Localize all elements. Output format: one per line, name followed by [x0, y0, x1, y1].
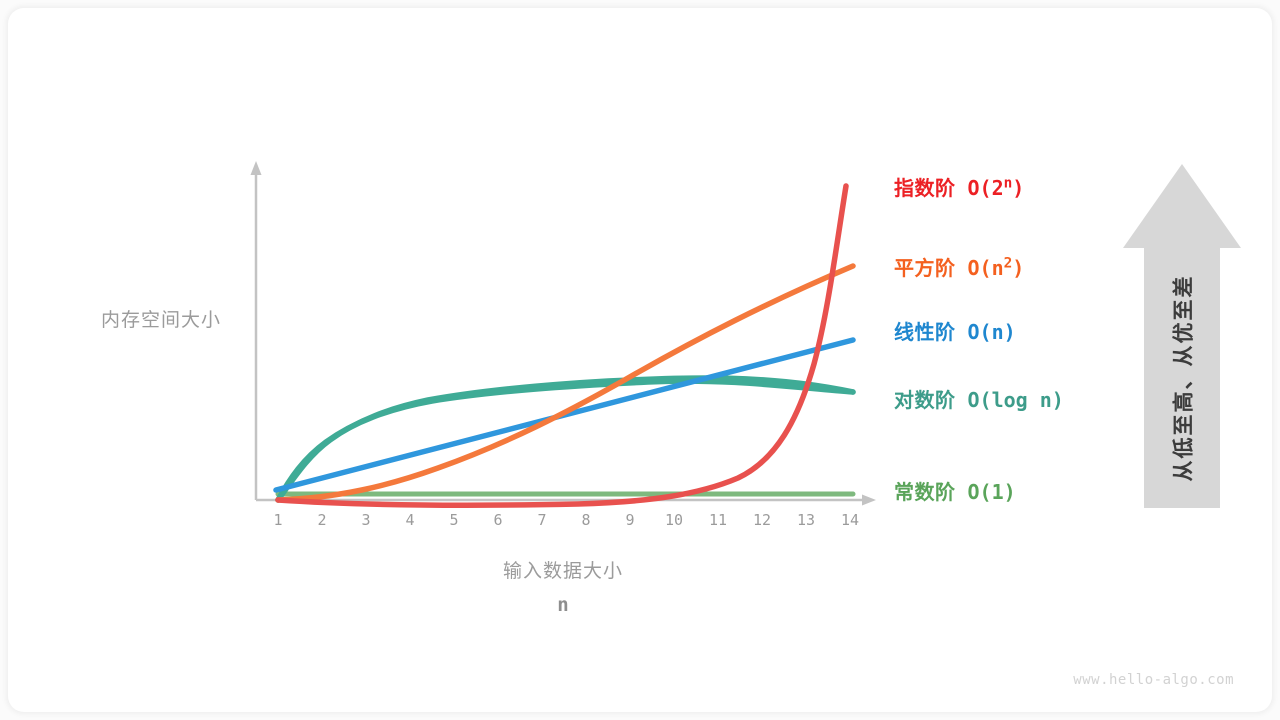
arrow-label: 从低至高、从优至差	[1172, 274, 1195, 481]
legend-notation: O(n2)	[967, 255, 1025, 280]
y-axis-title: 内存空间大小	[100, 310, 221, 331]
ranking-arrow: 从低至高、从优至差	[1123, 164, 1241, 508]
x-tick: 6	[493, 511, 503, 529]
curve-exponential	[275, 183, 849, 508]
figure-card: 1 2 3 4 5 6 7 8 9 10 11 12 13 14 内存空间大小 …	[8, 8, 1272, 712]
arrow-body	[1144, 247, 1220, 508]
x-tick: 3	[361, 511, 371, 529]
legend-label-cn: 常数阶	[894, 480, 956, 504]
legend-label-cn: 线性阶	[894, 320, 956, 344]
x-tick: 7	[537, 511, 547, 529]
legend-item-exponential: 指数阶 O(2n)	[894, 172, 1024, 201]
x-tick: 2	[317, 511, 327, 529]
watermark: www.hello-algo.com	[1073, 672, 1234, 688]
x-tick-labels: 1 2 3 4 5 6 7 8 9 10 11 12 13 14	[255, 511, 875, 537]
x-axis-variable: n	[557, 594, 569, 616]
legend-notation: O(1)	[967, 480, 1016, 504]
x-tick: 4	[405, 511, 415, 529]
arrow-head-icon	[1123, 164, 1241, 248]
legend-label-cn: 平方阶	[894, 256, 956, 280]
x-tick: 8	[581, 511, 591, 529]
curve-logarithmic	[275, 375, 856, 503]
legend-item-quadratic: 平方阶 O(n2)	[894, 252, 1024, 281]
legend-item-constant: 常数阶 O(1)	[894, 476, 1016, 505]
x-axis	[256, 494, 876, 506]
x-tick: 10	[664, 511, 684, 529]
x-tick: 11	[708, 511, 728, 529]
legend-item-logarithmic: 对数阶 O(log n)	[894, 384, 1064, 413]
arrow-label-wrapper: 从低至高、从优至差	[1144, 247, 1220, 508]
x-axis-title: 输入数据大小	[502, 561, 623, 582]
x-tick: 12	[752, 511, 772, 529]
complexity-plot	[250, 161, 876, 508]
curve-logarithmic-main	[275, 378, 856, 503]
y-axis	[250, 161, 262, 500]
x-tick: 1	[273, 511, 283, 529]
x-tick: 9	[625, 511, 635, 529]
legend-notation: O(n)	[967, 320, 1016, 344]
legend-notation: O(2n)	[967, 175, 1025, 200]
legend-label-cn: 指数阶	[894, 176, 956, 200]
x-tick: 5	[449, 511, 459, 529]
legend-label-cn: 对数阶	[894, 388, 956, 412]
legend-item-linear: 线性阶 O(n)	[894, 316, 1016, 345]
x-tick: 13	[796, 511, 816, 529]
legend-notation: O(log n)	[967, 388, 1064, 412]
curve-quadratic	[275, 263, 856, 503]
x-tick: 14	[840, 511, 860, 529]
